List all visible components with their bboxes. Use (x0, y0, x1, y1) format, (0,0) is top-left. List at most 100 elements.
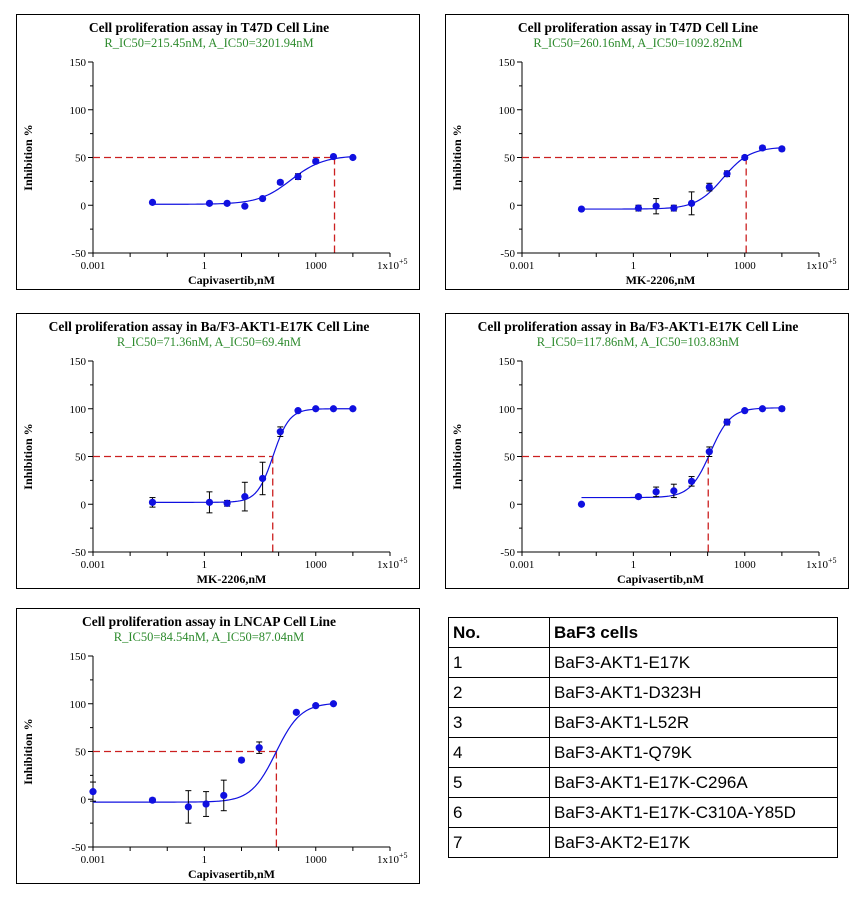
y-tick-label: -50 (71, 248, 86, 260)
y-axis-label: Inhibition % (21, 423, 35, 489)
y-tick-label: 100 (70, 699, 87, 711)
y-tick-label: 100 (499, 404, 516, 416)
chart-subtitle: R_IC50=71.36nM, A_IC50=69.4nM (117, 335, 301, 349)
x-tick-label: 1x10+5 (377, 851, 408, 866)
chart-svg: Cell proliferation assay in Ba/F3-AKT1-E… (450, 319, 837, 586)
y-tick-label: 100 (70, 404, 87, 416)
y-axis-label: Inhibition % (450, 124, 464, 190)
cell-line-name: BaF3-AKT1-E17K-C310A-Y85D (549, 797, 838, 828)
data-point (652, 488, 660, 496)
x-axis-label: Capivasertib,nM (188, 273, 275, 287)
data-point (741, 153, 749, 162)
x-tick-label: 0.001 (81, 260, 106, 272)
data-point (758, 405, 767, 413)
chart-title: Cell proliferation assay in LNCAP Cell L… (82, 614, 336, 629)
y-tick-label: 0 (510, 200, 516, 212)
data-point (294, 173, 302, 181)
y-tick-label: -50 (500, 248, 515, 260)
data-point (577, 205, 586, 213)
data-point (312, 702, 320, 710)
x-tick-label: 1x10+5 (806, 556, 837, 571)
table-row: 1 BaF3-AKT1-E17K (448, 647, 838, 678)
chart-svg: Cell proliferation assay in LNCAP Cell L… (21, 614, 408, 881)
table-row: 2 BaF3-AKT1-D323H (448, 677, 838, 708)
fit-curve (152, 156, 353, 205)
data-point (329, 152, 338, 161)
x-tick-label: 0.001 (81, 854, 106, 866)
x-tick-label: 1000 (305, 559, 328, 571)
data-point (223, 499, 231, 507)
data-point (778, 145, 786, 153)
x-axis-label: Capivasertib,nM (617, 572, 704, 586)
data-point (723, 170, 731, 178)
cell-line-name: BaF3-AKT2-E17K (549, 827, 838, 858)
cell-line-name: BaF3-AKT1-D323H (549, 677, 838, 708)
data-point (705, 448, 713, 456)
chart-subtitle: R_IC50=84.54nM, A_IC50=87.04nM (114, 630, 305, 644)
data-point (255, 744, 263, 752)
y-axis-label: Inhibition % (21, 124, 35, 190)
data-point (329, 700, 338, 708)
data-point (723, 418, 731, 426)
x-tick-label: 0.001 (81, 559, 106, 571)
x-tick-label: 1000 (305, 260, 328, 272)
y-tick-label: 50 (75, 747, 87, 759)
row-number: 5 (448, 767, 550, 798)
data-point (223, 199, 231, 207)
data-point (634, 204, 643, 212)
row-number: 1 (448, 647, 550, 678)
y-tick-label: 150 (70, 57, 87, 69)
y-tick-label: 150 (499, 356, 516, 368)
x-axis-label: MK-2206,nM (626, 273, 696, 287)
data-point (758, 144, 767, 152)
data-point (148, 498, 157, 506)
y-tick-label: 0 (81, 499, 87, 511)
row-number: 6 (448, 797, 550, 828)
x-tick-label: 1x10+5 (806, 257, 837, 272)
fit-curve (581, 147, 782, 210)
cell-line-name: BaF3-AKT1-L52R (549, 707, 838, 738)
y-axis-label: Inhibition % (450, 423, 464, 489)
data-point (634, 493, 643, 501)
data-point (294, 407, 302, 415)
chart-title: Cell proliferation assay in T47D Cell Li… (518, 20, 758, 35)
row-number: 3 (448, 707, 550, 738)
x-tick-label: 0.001 (510, 260, 535, 272)
fit-curve (581, 407, 782, 499)
x-tick-label: 1 (202, 854, 208, 866)
data-point (241, 202, 249, 210)
data-point (687, 199, 696, 207)
y-tick-label: 50 (504, 452, 516, 464)
chart-title: Cell proliferation assay in Ba/F3-AKT1-E… (49, 319, 370, 334)
table-header-row: No. BaF3 cells (448, 617, 838, 648)
cell-line-name: BaF3-AKT1-E17K-C296A (549, 767, 838, 798)
data-point (276, 428, 284, 436)
data-point (741, 407, 749, 415)
chart-subtitle: R_IC50=117.86nM, A_IC50=103.83nM (537, 335, 740, 349)
data-point (148, 796, 157, 804)
data-point (329, 405, 338, 413)
chart-subtitle: R_IC50=260.16nM, A_IC50=1092.82nM (533, 36, 742, 50)
x-tick-label: 1 (631, 559, 637, 571)
y-tick-label: -50 (500, 547, 515, 559)
y-axis-label: Inhibition % (21, 718, 35, 784)
y-tick-label: 100 (499, 105, 516, 117)
y-tick-label: 0 (81, 794, 87, 806)
fit-curve (152, 408, 353, 503)
chart-panel: Cell proliferation assay in Ba/F3-AKT1-E… (445, 313, 849, 589)
x-tick-label: 1x10+5 (377, 556, 408, 571)
chart-svg: Cell proliferation assay in T47D Cell Li… (21, 20, 408, 287)
cell-line-name: BaF3-AKT1-E17K (549, 647, 838, 678)
data-point (349, 153, 357, 162)
data-point (205, 199, 214, 207)
column-header-baf3-cells: BaF3 cells (549, 617, 838, 648)
chart-title: Cell proliferation assay in T47D Cell Li… (89, 20, 329, 35)
row-number: 2 (448, 677, 550, 708)
data-point (258, 194, 267, 203)
chart-panel: Cell proliferation assay in T47D Cell Li… (445, 14, 849, 290)
table-row: 4 BaF3-AKT1-Q79K (448, 737, 838, 768)
baf3-cells-table: No. BaF3 cells 1 BaF3-AKT1-E17K 2 BaF3-A… (448, 617, 838, 858)
y-tick-label: 50 (75, 153, 87, 165)
chart-panel: Cell proliferation assay in Ba/F3-AKT1-E… (16, 313, 420, 589)
x-tick-label: 1x10+5 (377, 257, 408, 272)
